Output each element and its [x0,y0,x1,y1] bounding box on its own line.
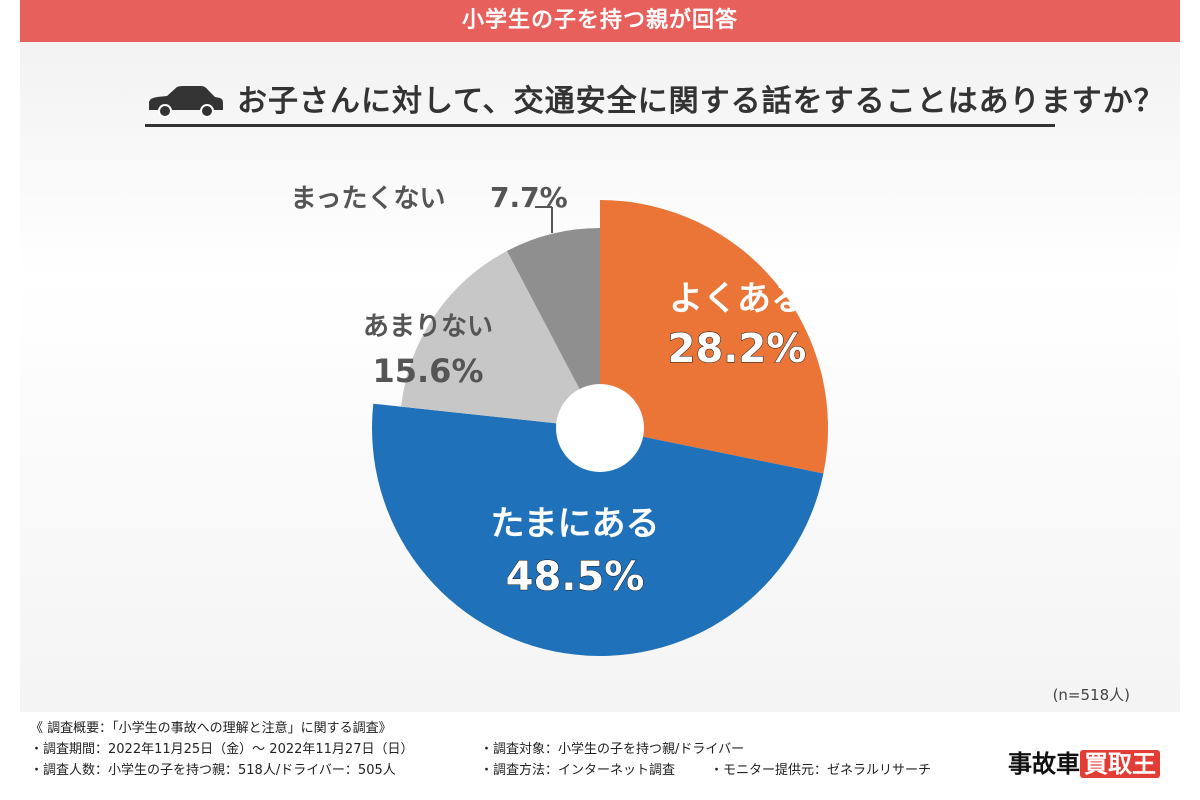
slice-label-mattakunai: まったくない [291,184,446,214]
footer-people: ・調査人数：小学生の子を持つ親：518人/ドライバー：505人 [30,763,396,778]
slice-value-mattakunai: 7.7% [490,181,568,214]
brand-logo: 事故車 買取王 [1008,744,1160,779]
pie-slice-mattakunai [506,228,600,428]
footer-target: ・調査対象：小学生の子を持つ親/ドライバー [480,742,745,757]
slice-value-amarinai: 15.6% [372,352,483,390]
slice-value-yokuaru: 28.2% [668,326,807,372]
pie-center-hole [556,384,644,472]
logo-text-main: 事故車 [1008,750,1080,778]
footer-method: ・調査方法：インターネット調査 [480,763,676,778]
slice-label-yokuaru: よくある [669,279,805,319]
pie-slice-tamaniaru [371,403,824,657]
sample-size-note: (n=518人) [1052,686,1130,704]
survey-footer: 《 調査概要：「小学生の事故への理解と注意」に関する調査》 ・調査期間：2022… [30,718,970,781]
pie-slice-yokuaru [600,200,828,474]
footer-provider: ・モニター提供元：ゼネラルリサーチ [710,763,932,778]
title-underline [145,124,1055,127]
car-icon [149,86,223,118]
header-banner: 小学生の子を持つ親が回答 [20,0,1180,42]
question-row: お子さんに対して、交通安全に関する話をすることはありますか？ [145,72,1164,126]
question-title: お子さんに対して、交通安全に関する話をすることはありますか？ [237,84,1165,119]
slice-label-amarinai: あまりない [363,312,493,342]
slice-label-tamaniaru: たまにある [491,504,660,544]
pie-slice-amarinai [401,250,600,428]
footer-title: 《 調査概要：「小学生の事故への理解と注意」に関する調査》 [30,721,392,736]
slice-value-tamaniaru: 48.5% [506,554,645,600]
footer-period: ・調査期間：2022年11月25日（金）～ 2022年11月27日（日） [30,742,414,757]
logo-text-accent: 買取王 [1080,750,1160,778]
